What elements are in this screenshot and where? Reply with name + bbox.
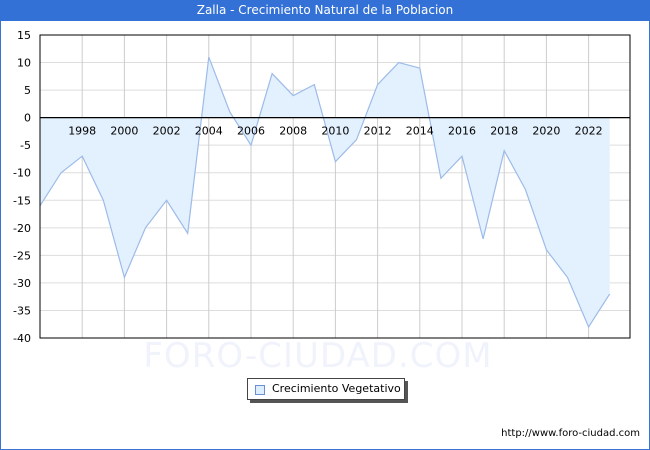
area-fill <box>40 57 610 327</box>
y-tick-label: -30 <box>13 277 31 290</box>
x-tick-label: 2002 <box>153 125 181 138</box>
y-tick-label: 5 <box>24 84 31 97</box>
y-tick-label: -5 <box>20 139 31 152</box>
y-tick-label: 15 <box>17 29 31 42</box>
series-line <box>39 56 611 329</box>
area-chart: FORO-CIUDAD.COM 15 10 5 0 -5 -10 -15 -20 -25 -30 -3… <box>13 29 631 376</box>
legend-label: Crecimiento Vegetativo <box>272 382 401 395</box>
plot-area <box>39 34 631 339</box>
x-tick-label: 2008 <box>279 125 307 138</box>
y-tick-label: -15 <box>13 194 31 207</box>
watermark: FORO-CIUDAD.COM <box>143 336 492 376</box>
y-tick-label: 0 <box>24 112 31 125</box>
x-tick-label: 2004 <box>195 125 223 138</box>
x-tick-label: 2014 <box>406 125 434 138</box>
source-url: http://www.foro-ciudad.com <box>501 428 640 439</box>
x-tick-label: 2018 <box>490 125 518 138</box>
y-tick-label: -35 <box>13 304 31 317</box>
x-tick-label: 2012 <box>364 125 392 138</box>
x-tick-label: 2016 <box>448 125 476 138</box>
y-tick-label: 10 <box>17 57 31 70</box>
y-tick-label: -40 <box>13 332 31 345</box>
legend: Crecimiento Vegetativo <box>247 378 405 400</box>
legend-swatch-icon <box>255 385 265 395</box>
x-tick-label: 1998 <box>68 125 96 138</box>
x-tick-label: 2010 <box>321 125 349 138</box>
x-tick-label: 2000 <box>110 125 138 138</box>
x-tick-label: 2006 <box>237 125 265 138</box>
y-tick-label: -20 <box>13 222 31 235</box>
chart-title: Zalla - Crecimiento Natural de la Poblac… <box>0 0 650 21</box>
y-tick-label: -25 <box>13 249 31 262</box>
y-tick-label: -10 <box>13 167 31 180</box>
x-tick-label: 2022 <box>575 125 603 138</box>
x-tick-label: 2020 <box>532 125 560 138</box>
